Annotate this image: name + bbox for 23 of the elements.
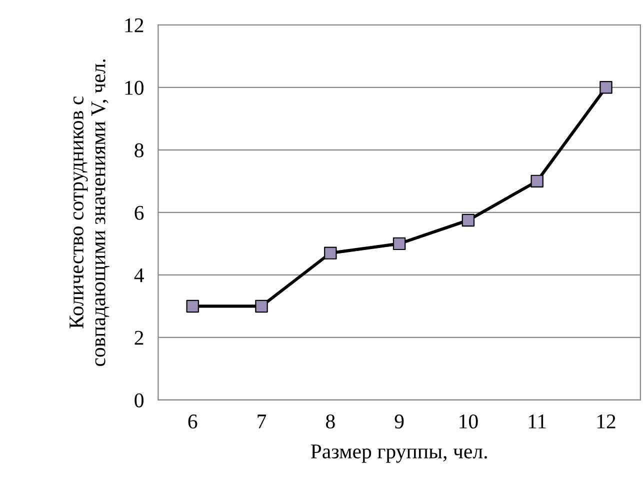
y-tick-label: 10 — [125, 80, 144, 95]
y-tick-label: 0 — [134, 393, 144, 408]
y-tick-label: 8 — [134, 143, 144, 158]
point — [600, 81, 612, 94]
x-tick-label: 7 — [258, 414, 266, 428]
x-axis-title: Размер группы, чел. — [310, 444, 487, 463]
point — [462, 214, 475, 227]
y-tick-label: 6 — [134, 206, 144, 220]
x-tick-label: 11 — [528, 414, 546, 428]
point — [324, 246, 337, 260]
y-tick-label: 4 — [134, 268, 144, 282]
y-tick-label: 2 — [134, 330, 144, 345]
point — [530, 174, 544, 188]
y-axis-title: Количество сотрудников с совпадающими значениями V, чел. — [70, 59, 110, 366]
x-tick-label: 12 — [597, 414, 616, 428]
x-tick-label: 10 — [460, 414, 478, 429]
point — [186, 300, 199, 313]
x-tick-label: 9 — [394, 414, 404, 429]
x-tick-label: 6 — [188, 414, 198, 429]
point — [255, 300, 268, 313]
point — [392, 237, 406, 250]
y-tick-label: 12 — [125, 18, 144, 32]
x-tick-label: 8 — [326, 414, 335, 429]
